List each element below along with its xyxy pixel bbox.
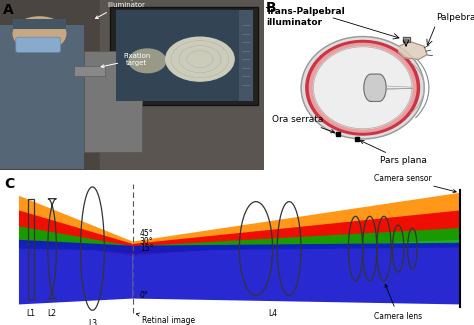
Text: 45°: 45°	[140, 229, 154, 239]
Text: Camera sensor: Camera sensor	[374, 174, 456, 193]
Polygon shape	[133, 193, 460, 256]
Text: Trans-Palpebral
illuminator: Trans-Palpebral illuminator	[95, 0, 153, 19]
Polygon shape	[399, 41, 427, 59]
Text: 0°: 0°	[140, 291, 148, 300]
Polygon shape	[19, 211, 133, 253]
Text: Pars plana: Pars plana	[360, 140, 427, 165]
Text: L1: L1	[27, 308, 35, 318]
Circle shape	[166, 37, 234, 81]
Polygon shape	[133, 243, 460, 305]
Text: A: A	[3, 3, 13, 17]
Circle shape	[13, 17, 66, 51]
FancyBboxPatch shape	[116, 10, 253, 101]
Text: Palpebra: Palpebra	[436, 13, 474, 21]
Circle shape	[310, 43, 416, 132]
Text: B: B	[266, 1, 277, 15]
FancyBboxPatch shape	[0, 25, 84, 169]
Text: L3: L3	[88, 319, 97, 325]
Text: Fixation
target: Fixation target	[101, 53, 150, 68]
Polygon shape	[364, 74, 386, 101]
Text: L4: L4	[268, 308, 277, 318]
Text: Camera lens: Camera lens	[374, 284, 422, 321]
Polygon shape	[133, 228, 460, 251]
Text: Ora serrata: Ora serrata	[272, 115, 335, 133]
FancyBboxPatch shape	[16, 37, 61, 52]
FancyBboxPatch shape	[110, 7, 258, 105]
FancyBboxPatch shape	[239, 10, 253, 101]
Text: L2: L2	[48, 308, 56, 318]
Text: Trans-Palpebral
illuminator: Trans-Palpebral illuminator	[266, 7, 346, 27]
FancyBboxPatch shape	[13, 19, 66, 29]
Polygon shape	[133, 211, 460, 253]
Polygon shape	[19, 240, 133, 305]
Text: C: C	[5, 177, 15, 191]
Circle shape	[129, 49, 166, 73]
Bar	[28, 199, 34, 299]
Text: Retinal image: Retinal image	[136, 313, 195, 325]
Text: 15°: 15°	[140, 244, 153, 253]
Circle shape	[306, 40, 419, 135]
Circle shape	[313, 47, 412, 129]
FancyBboxPatch shape	[84, 51, 142, 152]
Polygon shape	[19, 226, 133, 251]
Polygon shape	[402, 37, 410, 43]
FancyBboxPatch shape	[73, 66, 105, 76]
Text: 30°: 30°	[140, 237, 154, 246]
Polygon shape	[404, 39, 408, 41]
Circle shape	[301, 37, 424, 139]
Polygon shape	[19, 196, 133, 256]
